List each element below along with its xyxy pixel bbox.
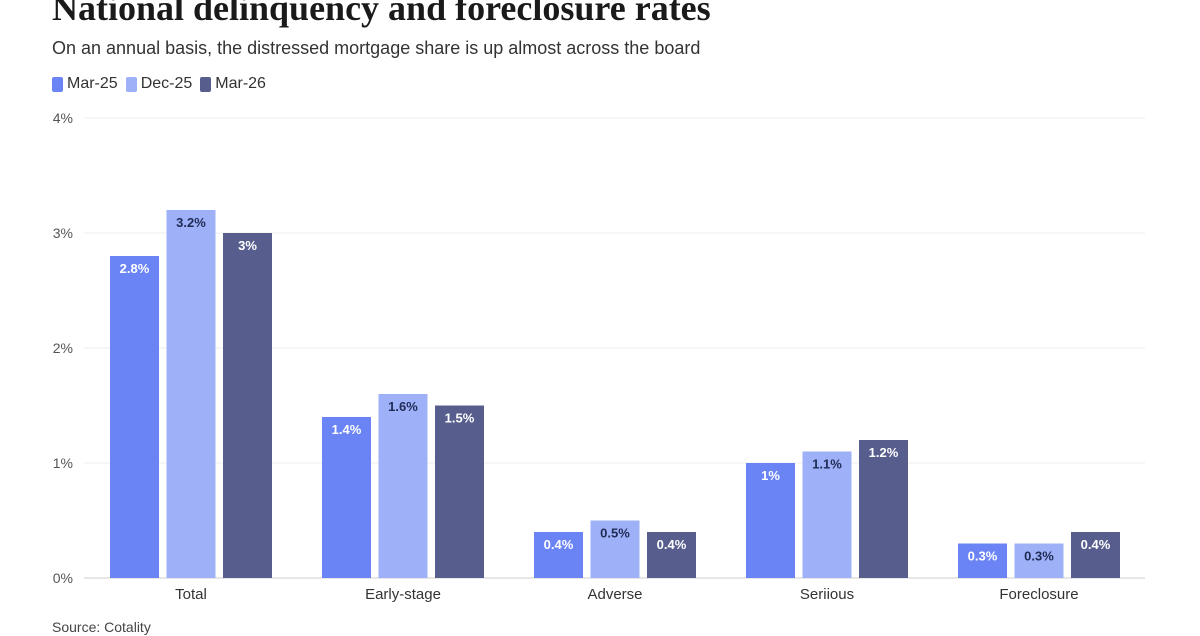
bar [1071, 532, 1120, 578]
data-label: 0.4% [544, 537, 574, 552]
data-label: 3.2% [176, 215, 206, 230]
chart-title: National delinquency and foreclosure rat… [52, 0, 711, 28]
x-tick-label: Seriious [800, 586, 854, 603]
bar [110, 256, 159, 578]
source-note: Source: Cotality [52, 619, 151, 635]
data-label: 1% [761, 468, 780, 483]
data-label: 3% [238, 238, 257, 253]
legend-label: Dec-25 [140, 75, 193, 92]
y-tick-label: 0% [53, 570, 73, 586]
data-label: 1.4% [332, 422, 362, 437]
data-label: 2.8% [120, 261, 150, 276]
bar [647, 532, 696, 578]
legend-swatch [52, 76, 63, 92]
legend-item: Mar-25 [52, 74, 118, 94]
bar [590, 520, 640, 578]
y-tick-label: 1% [53, 455, 73, 471]
bar [378, 394, 428, 578]
y-tick-label: 4% [53, 110, 73, 126]
legend-swatch [125, 76, 137, 92]
legend-item: Mar-26 [200, 74, 266, 94]
bar-series: 2.8% 3.2% 3% 1.4% 1.6% 1.5% 0.4% 0.5% 0.4% 1% 1.1%… [110, 210, 1120, 578]
legend-swatch [200, 76, 212, 92]
y-tick-label: 3% [53, 225, 73, 241]
legend-label: Mar-25 [67, 75, 118, 92]
data-label: 1.2% [869, 445, 899, 460]
data-label: 0.5% [600, 526, 630, 541]
bar [166, 210, 216, 578]
bar [223, 233, 272, 578]
legend-label: Mar-26 [215, 75, 266, 92]
data-label: 1.5% [445, 411, 475, 426]
x-tick-label: Early-stage [365, 586, 441, 603]
bar [859, 440, 908, 578]
data-label: 0.4% [657, 537, 687, 552]
data-label: 0.4% [1081, 537, 1111, 552]
bar [802, 451, 852, 578]
x-axis-ticks: Total Early-stage Adverse Seriious Foreclosu… [175, 586, 1078, 603]
bar [322, 417, 371, 578]
bar [1014, 543, 1064, 578]
x-tick-label: Foreclosure [999, 586, 1078, 603]
legend-item: Dec-25 [125, 74, 193, 94]
chart-subtitle: On an annual basis, the distressed mortg… [52, 38, 701, 58]
data-label: 0.3% [968, 549, 998, 564]
bar [534, 532, 583, 578]
y-tick-label: 2% [53, 340, 73, 356]
data-label: 1.6% [388, 399, 418, 414]
data-label: 0.3% [1024, 549, 1054, 564]
x-tick-label: Adverse [587, 586, 642, 603]
y-axis-ticks: 0% 1% 2% 3% 4% [53, 110, 73, 586]
bar [746, 463, 795, 578]
bar [435, 405, 484, 578]
x-tick-label: Total [175, 586, 207, 603]
data-label: 1.1% [812, 457, 842, 472]
legend: Mar-25 Dec-25 Mar-26 [52, 74, 266, 94]
bar [958, 543, 1007, 578]
